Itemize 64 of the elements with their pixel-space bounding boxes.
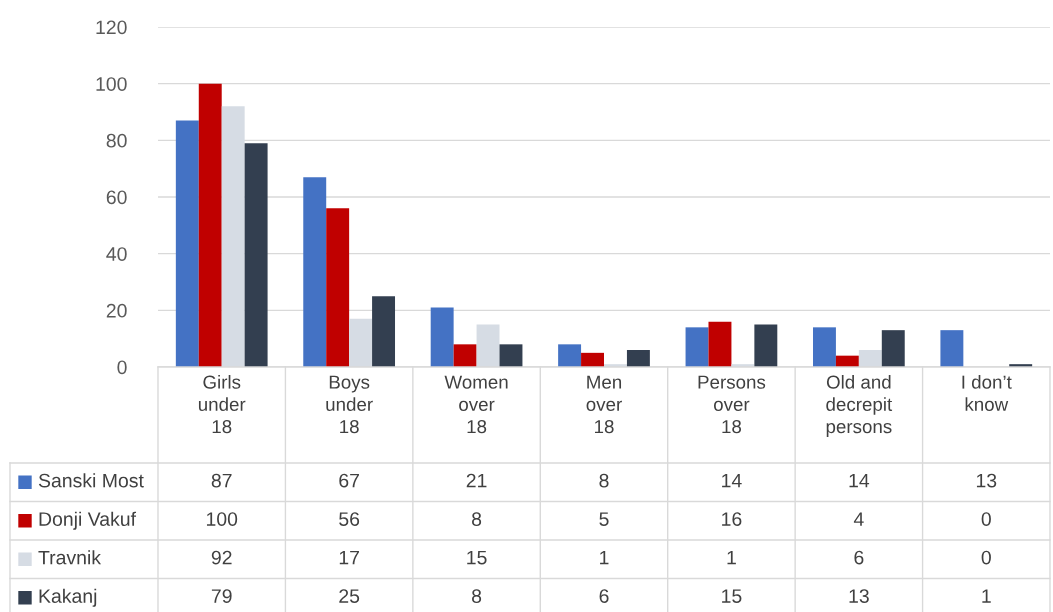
y-tick-label: 0 <box>117 360 127 375</box>
bar <box>453 344 477 367</box>
legend-label: Donji Vakuf <box>39 511 137 530</box>
data-label: 56 <box>339 512 360 526</box>
legend-label: Travnik <box>38 550 102 565</box>
bar <box>881 330 905 367</box>
data-label: 14 <box>722 473 742 488</box>
x-tick-label: Women over 18 <box>444 375 508 434</box>
y-tick-label: 100 <box>96 77 127 91</box>
data-label: 5 <box>599 512 609 526</box>
data-label: 79 <box>211 589 232 603</box>
data-label: 21 <box>466 473 487 488</box>
x-tick-label: Persons over 18 <box>698 375 766 434</box>
bar <box>244 143 268 367</box>
bar <box>708 321 732 367</box>
bar <box>558 344 582 367</box>
data-label: 6 <box>854 550 864 565</box>
data-label: 14 <box>849 473 870 488</box>
data-label: 8 <box>472 512 482 526</box>
bar <box>626 350 650 367</box>
data-label: 8 <box>472 589 482 603</box>
data-label: 6 <box>599 589 609 603</box>
data-label: 67 <box>339 473 359 488</box>
data-label: 15 <box>467 550 487 565</box>
data-label: 0 <box>981 550 991 565</box>
data-label: 0 <box>981 512 991 526</box>
y-tick-label: 40 <box>106 247 127 261</box>
data-label: 15 <box>722 589 742 603</box>
bar <box>499 344 523 367</box>
data-label: 4 <box>853 512 864 526</box>
data-label: 17 <box>339 550 359 565</box>
y-tick-label: 20 <box>106 303 127 318</box>
data-label: 87 <box>211 473 232 488</box>
data-label: 1 <box>600 550 609 565</box>
x-tick-label: Boys under 18 <box>326 375 373 434</box>
bar <box>430 307 454 367</box>
data-label: 1 <box>982 589 991 603</box>
x-tick-label: Old and decrepit persons <box>826 375 893 437</box>
bar <box>581 352 604 367</box>
data-label: 8 <box>599 473 609 488</box>
legend-label: Sanski Most <box>38 473 144 488</box>
bar <box>198 83 222 367</box>
data-label: 16 <box>722 512 742 526</box>
y-tick-label: 120 <box>96 20 127 35</box>
bar <box>754 324 778 367</box>
bar <box>940 330 964 367</box>
legend-label: Kakanj <box>39 588 97 607</box>
y-tick-label: 80 <box>106 133 127 148</box>
bar <box>175 120 199 367</box>
data-label: 13 <box>849 589 869 603</box>
bar <box>326 208 350 367</box>
bar <box>372 296 396 367</box>
data-label: 25 <box>339 589 360 603</box>
data-label: 13 <box>976 473 997 488</box>
data-label: 1 <box>727 550 736 565</box>
bar <box>303 177 327 367</box>
y-tick-label: 60 <box>106 190 127 205</box>
bar <box>812 327 836 367</box>
x-tick-label: I don’t know <box>962 375 1012 412</box>
data-label: 100 <box>206 512 238 526</box>
x-tick-label: Men over 18 <box>586 375 622 434</box>
x-tick-label: Girls under 18 <box>198 375 246 434</box>
data-label: 92 <box>211 550 232 565</box>
bar <box>685 327 709 367</box>
